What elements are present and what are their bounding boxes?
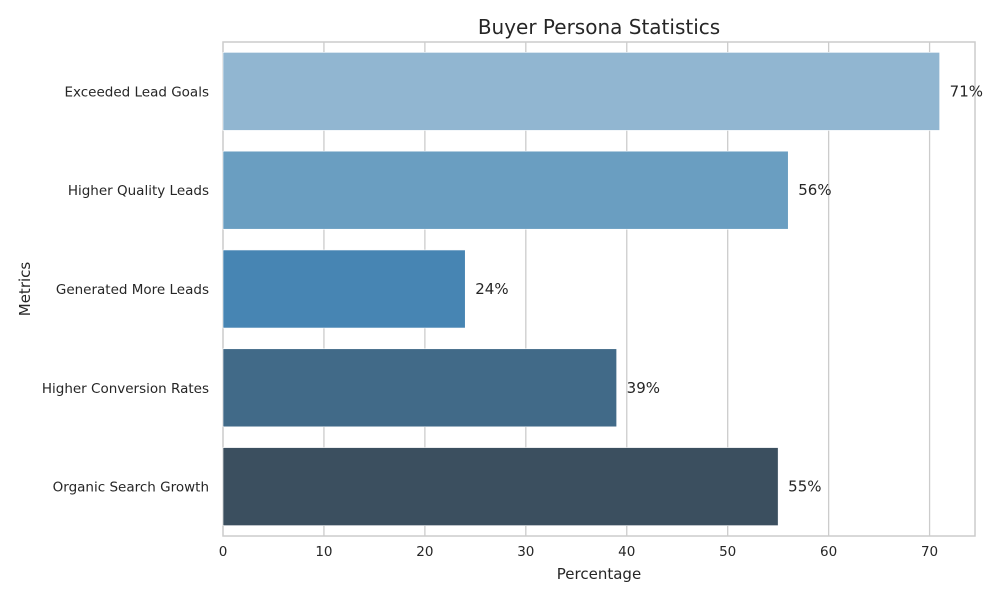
bar-0 bbox=[222, 52, 940, 131]
category-label: Higher Conversion Rates bbox=[42, 381, 209, 397]
bars bbox=[222, 52, 940, 526]
y-axis-label: Metrics bbox=[16, 262, 34, 317]
bar-2 bbox=[222, 249, 466, 329]
x-tick-label: 30 bbox=[517, 544, 534, 560]
value-label: 56% bbox=[798, 181, 831, 199]
bar-4 bbox=[222, 447, 779, 526]
value-label: 55% bbox=[788, 478, 821, 496]
category-label: Organic Search Growth bbox=[53, 480, 209, 496]
chart-title: Buyer Persona Statistics bbox=[478, 15, 720, 39]
bar-1 bbox=[222, 150, 789, 230]
category-label: Exceeded Lead Goals bbox=[64, 84, 209, 100]
value-label: 71% bbox=[950, 82, 983, 100]
value-labels: 71% 56% 24% 39% 55% bbox=[475, 82, 983, 495]
x-tick-label: 20 bbox=[416, 544, 433, 560]
x-tick-label: 40 bbox=[618, 544, 635, 560]
x-tick-label: 10 bbox=[315, 544, 332, 560]
value-label: 24% bbox=[475, 280, 508, 298]
x-tick-label: 70 bbox=[921, 544, 938, 560]
x-tick-labels: 0 10 20 30 40 50 60 70 bbox=[219, 544, 938, 560]
x-tick-label: 60 bbox=[820, 544, 837, 560]
x-axis-label: Percentage bbox=[557, 565, 641, 583]
x-tick-label: 50 bbox=[719, 544, 736, 560]
value-label: 39% bbox=[627, 379, 660, 397]
category-label: Higher Quality Leads bbox=[68, 183, 209, 199]
bar-3 bbox=[222, 348, 617, 428]
category-label: Generated More Leads bbox=[56, 282, 209, 298]
x-tick-label: 0 bbox=[219, 544, 228, 560]
category-tick-labels: Exceeded Lead Goals Higher Quality Leads G… bbox=[42, 84, 209, 495]
